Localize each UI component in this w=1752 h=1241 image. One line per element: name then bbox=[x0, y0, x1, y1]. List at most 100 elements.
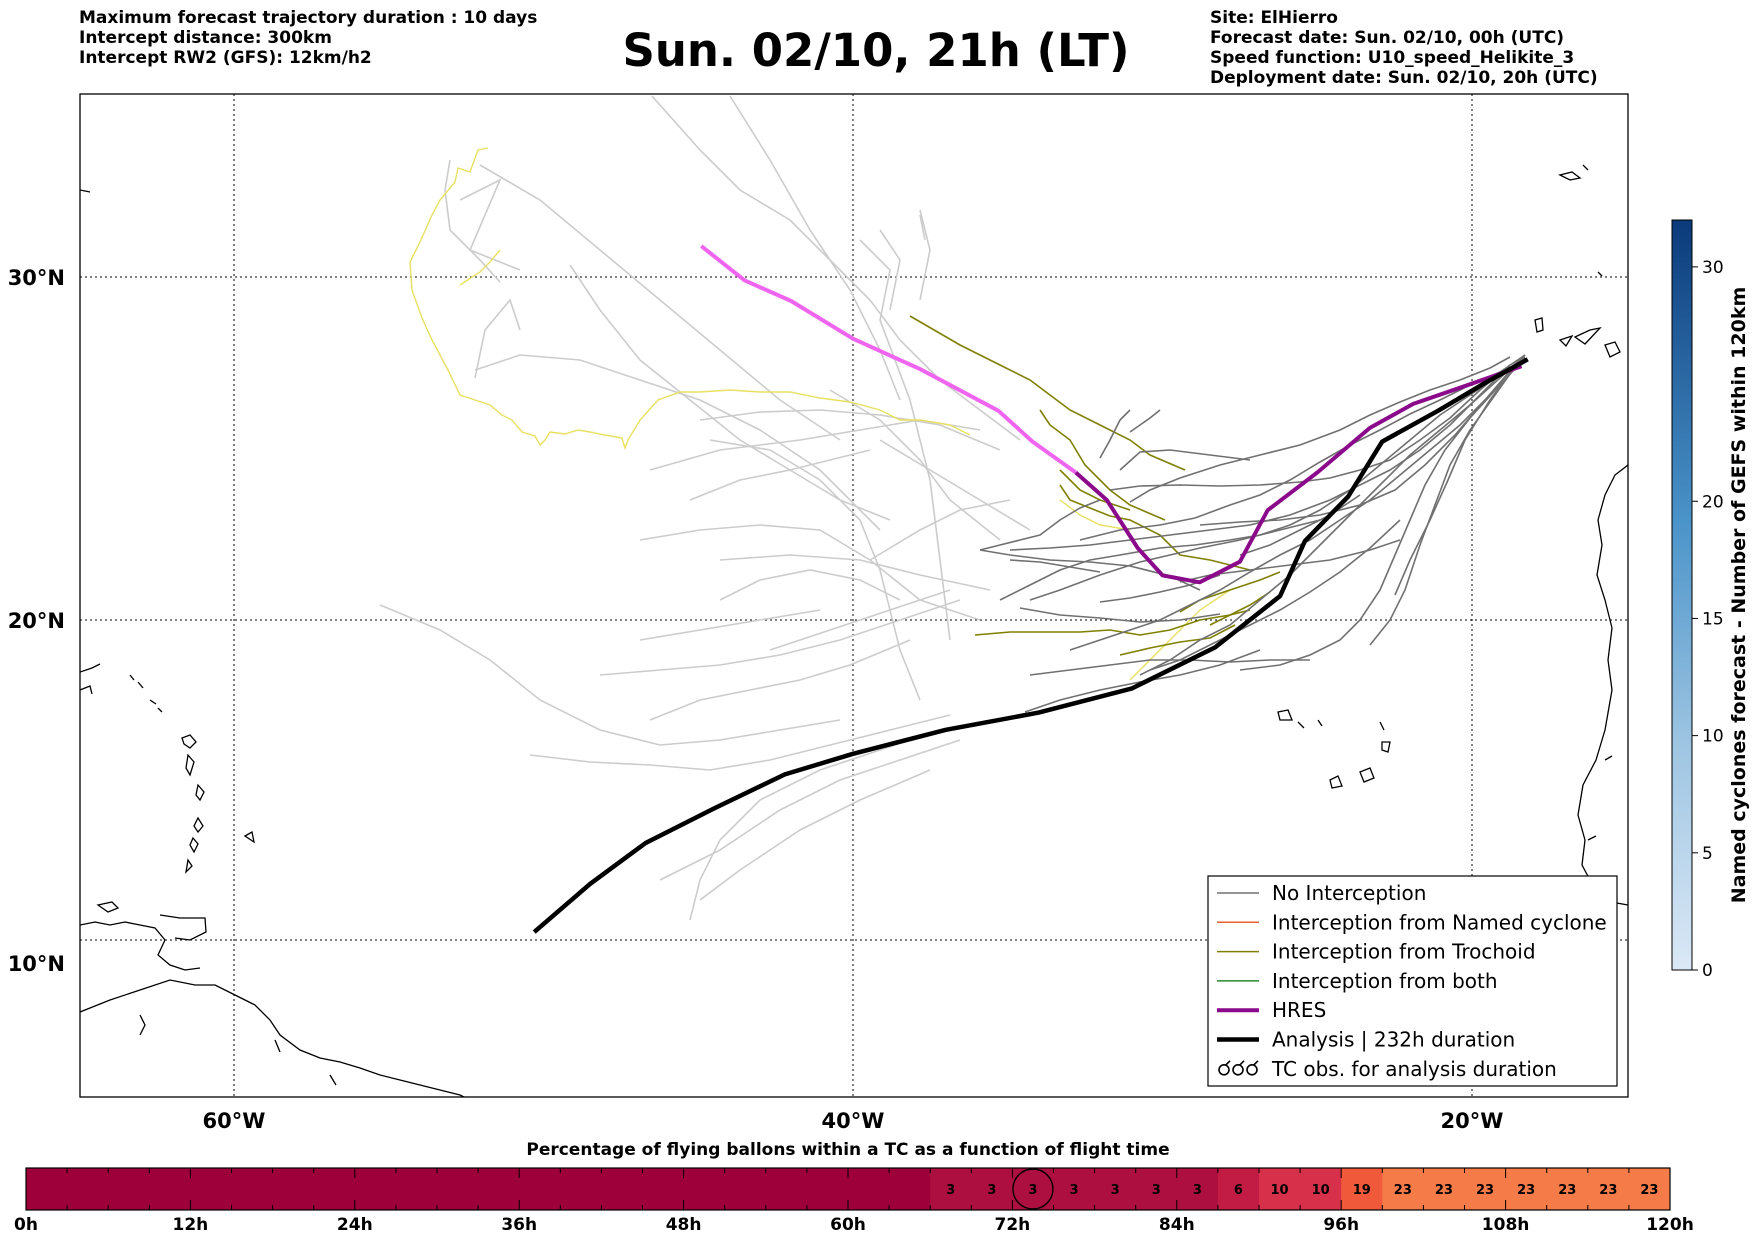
colorbar-tick-label: 10 bbox=[1702, 727, 1724, 747]
timeline-tick-label: 96h bbox=[1323, 1215, 1359, 1235]
timeline-bin-value: 19 bbox=[1353, 1183, 1371, 1198]
timeline-bin bbox=[971, 1168, 1013, 1210]
timeline-bin bbox=[190, 1168, 232, 1210]
y-tick-label: 10°N bbox=[8, 952, 65, 976]
timeline-tick-label: 84h bbox=[1159, 1215, 1195, 1235]
timeline-bin-value: 6 bbox=[1234, 1183, 1243, 1198]
header-right-line: Deployment date: Sun. 02/10, 20h (UTC) bbox=[1210, 68, 1598, 88]
timeline-bin bbox=[601, 1168, 643, 1210]
timeline-bin bbox=[1341, 1168, 1383, 1210]
colorbar-tick-label: 15 bbox=[1702, 609, 1724, 629]
hres-track bbox=[1074, 364, 1523, 585]
timeline-tick-label: 108h bbox=[1482, 1215, 1530, 1235]
timeline-bin-value: 3 bbox=[946, 1183, 955, 1198]
timeline-bin bbox=[1135, 1168, 1178, 1210]
header-right: Site: ElHierro Forecast date: Sun. 02/10… bbox=[1210, 8, 1598, 88]
coastline bbox=[80, 164, 1628, 1097]
timeline-bin bbox=[724, 1168, 767, 1210]
timeline-bin bbox=[478, 1168, 520, 1210]
timeline-bin bbox=[354, 1168, 397, 1210]
colorbar-ramp bbox=[1671, 219, 1693, 971]
tc-symbol-icon bbox=[1225, 1060, 1231, 1066]
y-tick-label: 30°N bbox=[8, 266, 65, 290]
timeline-tick-label: 120h bbox=[1646, 1215, 1694, 1235]
timeline-bin bbox=[930, 1168, 972, 1210]
legend-label: Interception from Named cyclone bbox=[1272, 910, 1607, 934]
yellow-tracks bbox=[409, 147, 1261, 681]
timeline-bin bbox=[806, 1168, 849, 1210]
timeline-tick-label: 72h bbox=[995, 1215, 1031, 1235]
tc-symbol-icon bbox=[1232, 1064, 1244, 1076]
timeline-bin-value: 3 bbox=[1028, 1183, 1037, 1198]
current-time-marker bbox=[1012, 1168, 1054, 1210]
timeline-bin bbox=[108, 1168, 150, 1210]
legend-label: HRES bbox=[1272, 998, 1326, 1022]
timeline-bin-value: 3 bbox=[987, 1183, 996, 1198]
legend-label: No Interception bbox=[1272, 881, 1426, 905]
timeline-bin-value: 3 bbox=[1193, 1183, 1202, 1198]
legend-label: Analysis | 232h duration bbox=[1272, 1028, 1515, 1052]
colorbar-tick-label: 5 bbox=[1702, 844, 1713, 864]
axis-labels: 60°W 40°W 20°W 10°N 20°N 30°N bbox=[8, 266, 1504, 1133]
timeline-bin bbox=[1053, 1168, 1096, 1210]
timeline-tick-label: 36h bbox=[501, 1215, 537, 1235]
light-tracks bbox=[379, 95, 1031, 921]
map-area bbox=[80, 94, 1628, 1097]
no-interception-tracks bbox=[979, 354, 1526, 713]
colorbar-tick-label: 0 bbox=[1702, 961, 1713, 981]
timeline-bin bbox=[1464, 1168, 1507, 1210]
timeline-strip: Percentage of flying ballons within a TC… bbox=[14, 1140, 1694, 1235]
timeline-bin bbox=[231, 1168, 274, 1210]
timeline-tick-label: 12h bbox=[173, 1215, 209, 1235]
timeline-bin-value: 23 bbox=[1476, 1183, 1494, 1198]
timeline-bin bbox=[1217, 1168, 1260, 1210]
chart-title: Sun. 02/10, 21h (LT) bbox=[622, 24, 1130, 77]
header-left-line: Intercept distance: 300km bbox=[79, 28, 332, 48]
timeline-bin-value: 10 bbox=[1271, 1183, 1289, 1198]
map-frame bbox=[79, 93, 1629, 1098]
x-tick-label: 20°W bbox=[1441, 1109, 1504, 1133]
timeline-bin bbox=[1300, 1168, 1342, 1210]
timeline-bin bbox=[1628, 1168, 1671, 1210]
analysis-track bbox=[532, 357, 1529, 934]
timeline-bin bbox=[642, 1168, 685, 1210]
x-tick-label: 60°W bbox=[203, 1109, 266, 1133]
header-right-line: Site: ElHierro bbox=[1210, 8, 1338, 28]
timeline-bin bbox=[313, 1168, 356, 1210]
timeline-bin-value: 23 bbox=[1599, 1183, 1617, 1198]
timeline-bin bbox=[1546, 1168, 1589, 1210]
legend-box bbox=[1207, 875, 1618, 1087]
timeline-bin bbox=[1423, 1168, 1465, 1210]
timeline-bin bbox=[560, 1168, 602, 1210]
timeline-bin bbox=[26, 1168, 68, 1210]
timeline-bin-value: 23 bbox=[1517, 1183, 1535, 1198]
x-tick-label: 40°W bbox=[822, 1109, 885, 1133]
timeline-bin-value: 3 bbox=[1111, 1183, 1120, 1198]
header-left: Maximum forecast trajectory duration : 1… bbox=[79, 8, 537, 68]
timeline-bin bbox=[1094, 1168, 1137, 1210]
timeline-title: Percentage of flying ballons within a TC… bbox=[526, 1140, 1169, 1160]
legend-label: Interception from Trochoid bbox=[1272, 940, 1536, 964]
header-right-line: Speed function: U10_speed_Helikite_3 bbox=[1210, 48, 1575, 68]
legend-label: Interception from both bbox=[1272, 969, 1498, 993]
tc-symbol-icon bbox=[1246, 1064, 1258, 1076]
header-left-line: Intercept RW2 (GFS): 12km/h2 bbox=[79, 48, 372, 68]
main-series-layer bbox=[532, 244, 1529, 934]
timeline-bin bbox=[1587, 1168, 1630, 1210]
timeline-bin bbox=[1176, 1168, 1219, 1210]
timeline-bin-value: 23 bbox=[1394, 1183, 1412, 1198]
tc-symbol-icon bbox=[1253, 1060, 1259, 1066]
timeline-tick-label: 24h bbox=[337, 1215, 373, 1235]
timeline-tick-label: 0h bbox=[14, 1215, 38, 1235]
timeline-bin bbox=[437, 1168, 479, 1210]
timeline-bin bbox=[395, 1168, 438, 1210]
timeline-bin bbox=[889, 1168, 931, 1210]
colorbar-tick-label: 20 bbox=[1702, 492, 1724, 512]
timeline-bin-value: 23 bbox=[1435, 1183, 1453, 1198]
timeline-bin-value: 23 bbox=[1640, 1183, 1658, 1198]
legend-label: TC obs. for analysis duration bbox=[1271, 1057, 1557, 1081]
timeline-bin bbox=[765, 1168, 808, 1210]
timeline-bin bbox=[1505, 1168, 1548, 1210]
